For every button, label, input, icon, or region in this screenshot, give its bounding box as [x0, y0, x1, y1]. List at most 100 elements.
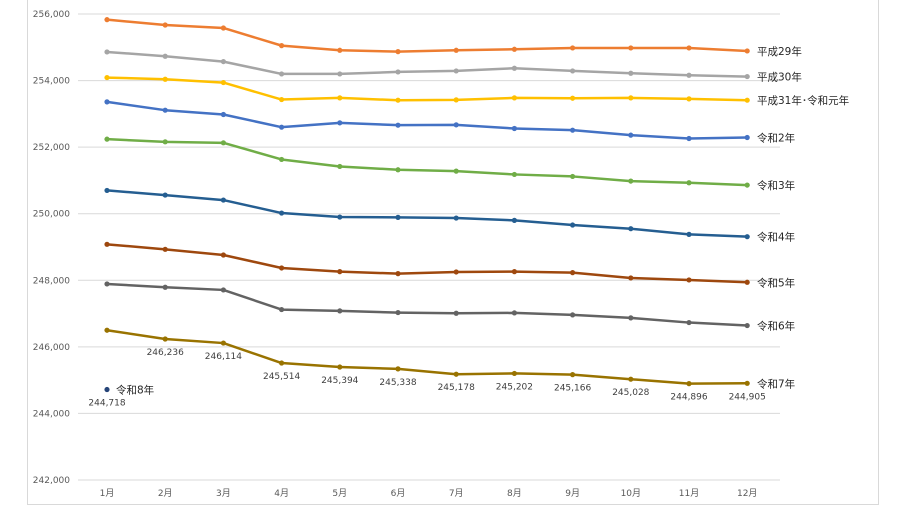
data-point-令和6年-9 — [570, 312, 575, 317]
data-point-令和7年-12 — [745, 381, 750, 386]
data-point-令和7年-11 — [686, 381, 691, 386]
data-point-令和2年-11 — [686, 136, 691, 141]
series-line-令和7年 — [107, 330, 747, 383]
data-point-令和2年-4 — [279, 125, 284, 130]
data-point-平成31年令和元年-2 — [163, 77, 168, 82]
data-point-令和4年-6 — [395, 215, 400, 220]
data-point-令和2年-1 — [104, 99, 109, 104]
data-point-令和3年-6 — [395, 167, 400, 172]
series-label-令和8年: 令和8年 — [116, 384, 154, 397]
data-point-平成29年-4 — [279, 43, 284, 48]
data-point-令和5年-7 — [454, 269, 459, 274]
data-point-令和4年-12 — [745, 234, 750, 239]
x-tick-label-7: 7月 — [449, 488, 464, 499]
data-label-令和8年-1: 244,718 — [88, 399, 125, 409]
data-point-令和6年-5 — [337, 308, 342, 313]
series-label-平成29年: 平成29年 — [757, 45, 802, 58]
data-point-令和4年-3 — [221, 197, 226, 202]
data-point-令和7年-8 — [512, 371, 517, 376]
data-label-令和7年-7: 245,178 — [438, 383, 475, 393]
data-point-令和6年-7 — [454, 311, 459, 316]
data-point-令和3年-9 — [570, 174, 575, 179]
data-point-平成29年-12 — [745, 48, 750, 53]
y-tick-label-254000: 254,000 — [33, 77, 70, 87]
data-point-平成30年-6 — [395, 69, 400, 74]
series-label-令和4年: 令和4年 — [757, 231, 795, 244]
data-point-令和2年-5 — [337, 120, 342, 125]
data-point-平成31年令和元年-3 — [221, 80, 226, 85]
x-tick-label-3: 3月 — [216, 488, 231, 499]
data-point-令和6年-10 — [628, 315, 633, 320]
y-tick-label-250000: 250,000 — [33, 210, 70, 220]
data-label-令和7年-4: 245,514 — [263, 372, 300, 382]
data-point-平成30年-9 — [570, 68, 575, 73]
data-point-令和4年-1 — [104, 188, 109, 193]
series-line-平成29年 — [107, 20, 747, 52]
data-point-令和6年-8 — [512, 310, 517, 315]
x-tick-label-2: 2月 — [158, 488, 173, 499]
data-point-令和2年-6 — [395, 123, 400, 128]
data-point-令和6年-11 — [686, 320, 691, 325]
data-point-平成29年-2 — [163, 22, 168, 27]
data-point-令和4年-8 — [512, 218, 517, 223]
data-point-平成30年-12 — [745, 74, 750, 79]
data-point-平成31年令和元年-4 — [279, 97, 284, 102]
data-point-令和6年-3 — [221, 287, 226, 292]
data-point-令和6年-6 — [395, 310, 400, 315]
data-point-令和5年-12 — [745, 280, 750, 285]
data-point-令和7年-3 — [221, 340, 226, 345]
data-point-平成30年-1 — [104, 49, 109, 54]
data-point-令和5年-2 — [163, 247, 168, 252]
data-point-令和3年-10 — [628, 178, 633, 183]
x-tick-label-9: 9月 — [565, 488, 580, 499]
data-label-令和7年-2: 246,236 — [147, 348, 184, 358]
x-tick-label-12: 12月 — [737, 488, 757, 499]
data-label-令和7年-6: 245,338 — [379, 378, 416, 388]
data-point-平成31年令和元年-10 — [628, 95, 633, 100]
data-point-令和5年-6 — [395, 271, 400, 276]
data-point-平成29年-1 — [104, 17, 109, 22]
data-point-平成29年-9 — [570, 45, 575, 50]
data-point-平成30年-5 — [337, 71, 342, 76]
data-point-令和3年-2 — [163, 139, 168, 144]
data-point-平成30年-2 — [163, 54, 168, 59]
data-point-令和4年-11 — [686, 232, 691, 237]
x-tick-label-1: 1月 — [100, 488, 115, 499]
data-point-令和4年-2 — [163, 192, 168, 197]
data-point-令和5年-11 — [686, 277, 691, 282]
data-point-令和4年-10 — [628, 226, 633, 231]
data-point-令和3年-11 — [686, 180, 691, 185]
data-point-平成30年-4 — [279, 71, 284, 76]
series-label-令和7年: 令和7年 — [757, 377, 795, 390]
data-label-令和7年-12: 244,905 — [729, 392, 766, 402]
data-point-令和3年-12 — [745, 182, 750, 187]
data-point-令和4年-9 — [570, 222, 575, 227]
data-point-令和2年-10 — [628, 133, 633, 138]
data-label-令和7年-3: 246,114 — [205, 352, 242, 362]
data-label-令和7年-5: 245,394 — [321, 376, 358, 386]
data-point-平成31年令和元年-5 — [337, 95, 342, 100]
data-point-令和5年-9 — [570, 270, 575, 275]
data-point-平成30年-7 — [454, 68, 459, 73]
series-label-平成30年: 平成30年 — [757, 71, 802, 84]
data-point-令和7年-5 — [337, 364, 342, 369]
data-label-令和7年-9: 245,166 — [554, 384, 591, 394]
data-point-令和3年-7 — [454, 169, 459, 174]
data-point-令和5年-1 — [104, 242, 109, 247]
data-point-平成29年-5 — [337, 48, 342, 53]
data-point-令和6年-1 — [104, 281, 109, 286]
data-point-平成29年-10 — [628, 45, 633, 50]
series-label-令和3年: 令和3年 — [757, 179, 795, 192]
data-point-平成31年令和元年-9 — [570, 96, 575, 101]
series-label-令和5年: 令和5年 — [757, 276, 795, 289]
data-point-平成31年令和元年-12 — [745, 98, 750, 103]
x-tick-label-6: 6月 — [391, 488, 406, 499]
data-point-令和7年-6 — [395, 366, 400, 371]
series-label-令和2年: 令和2年 — [757, 131, 795, 144]
data-point-令和2年-3 — [221, 112, 226, 117]
data-point-令和5年-3 — [221, 252, 226, 257]
data-point-令和7年-4 — [279, 360, 284, 365]
data-point-平成29年-11 — [686, 45, 691, 50]
data-point-平成29年-3 — [221, 25, 226, 30]
data-label-令和7年-10: 245,028 — [612, 388, 649, 398]
